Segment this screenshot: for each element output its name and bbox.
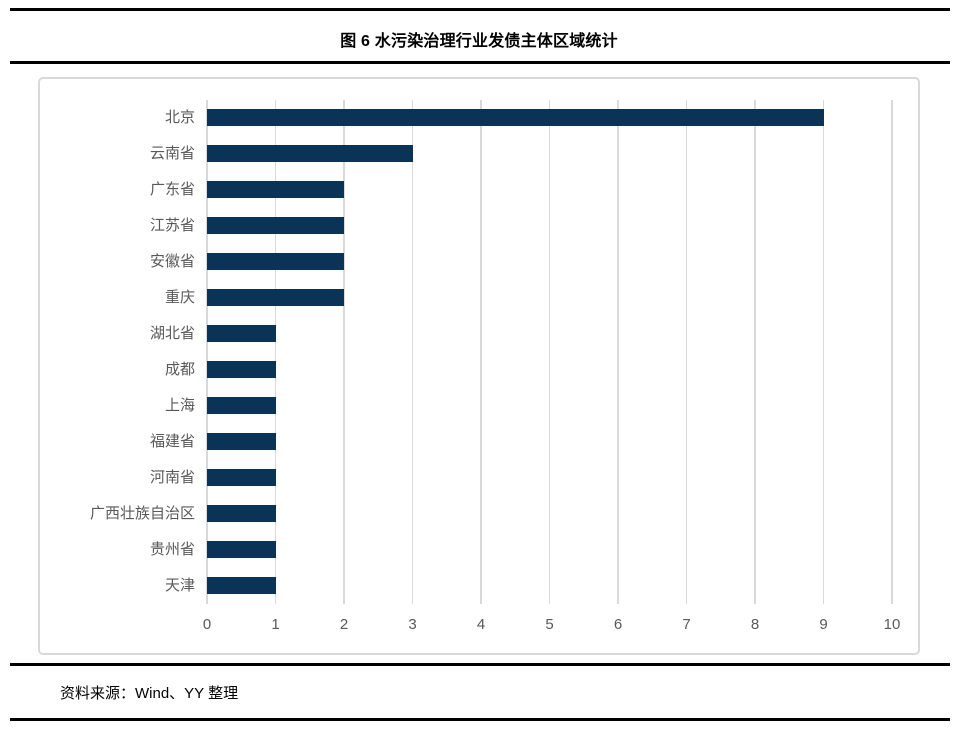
gridline [206, 100, 208, 604]
bar [207, 361, 276, 378]
bar [207, 217, 344, 234]
bar [207, 325, 276, 342]
bar [207, 505, 276, 522]
x-axis-tick-label: 4 [476, 616, 486, 633]
category-label: 江苏省 [149, 217, 195, 234]
bar [207, 289, 344, 306]
bar-chart-plot: 0 1 2 3 4 5 6 7 8 9 10 北京云南省广东省江苏省安徽省重庆湖北省成都上海福建省河南… [40, 79, 918, 653]
x-axis-tick-label: 6 [613, 616, 623, 633]
source-note: 资料来源：Wind、YY 整理 [60, 685, 239, 702]
category-label: 云南省 [149, 145, 195, 162]
category-label: 成都 [164, 361, 195, 378]
x-axis-tick-label: 5 [545, 616, 554, 633]
x-axis-tick-label: 2 [339, 616, 349, 633]
x-axis-tick-label: 10 [883, 616, 901, 633]
category-label: 广西壮族自治区 [89, 505, 195, 522]
x-axis-tick-label: 1 [271, 616, 280, 633]
gridline [274, 100, 277, 604]
bar [207, 541, 276, 558]
gridline [822, 100, 825, 604]
bar [207, 109, 824, 126]
category-label: 上海 [164, 397, 195, 414]
gridline [548, 100, 551, 604]
divider-bottom [10, 718, 950, 721]
category-label: 重庆 [164, 289, 195, 306]
divider-below-title [10, 61, 950, 64]
category-label: 湖北省 [149, 325, 195, 342]
gridline [343, 100, 345, 604]
category-label: 福建省 [149, 433, 195, 450]
gridline [685, 100, 688, 604]
category-label: 贵州省 [149, 541, 195, 558]
x-axis-tick-label: 9 [819, 616, 828, 633]
category-label: 广东省 [149, 181, 195, 198]
divider-top [10, 8, 950, 11]
bar [207, 145, 413, 162]
bar [207, 577, 276, 594]
bar [207, 181, 344, 198]
category-label: 北京 [164, 109, 195, 126]
gridline [754, 100, 756, 604]
x-axis-tick-label: 8 [750, 616, 760, 633]
gridline [480, 100, 482, 604]
bar [207, 433, 276, 450]
x-axis-tick-label: 7 [682, 616, 691, 633]
bar [207, 397, 276, 414]
bar [207, 253, 344, 270]
x-axis-tick-label: 3 [408, 616, 417, 633]
gridline [617, 100, 619, 604]
figure-title: 图 6 水污染治理行业发债主体区域统计 [340, 33, 618, 50]
gridline [411, 100, 414, 604]
category-label: 河南省 [149, 469, 195, 486]
bar [207, 469, 276, 486]
category-label: 安徽省 [149, 253, 195, 270]
divider-above-source [10, 663, 950, 666]
gridline [891, 100, 893, 604]
x-axis-tick-label: 0 [202, 616, 212, 633]
chart-area: 0 1 2 3 4 5 6 7 8 9 10 北京云南省广东省江苏省安徽省重庆湖北省成都上海福建省河南… [38, 77, 920, 655]
category-label: 天津 [164, 577, 195, 594]
